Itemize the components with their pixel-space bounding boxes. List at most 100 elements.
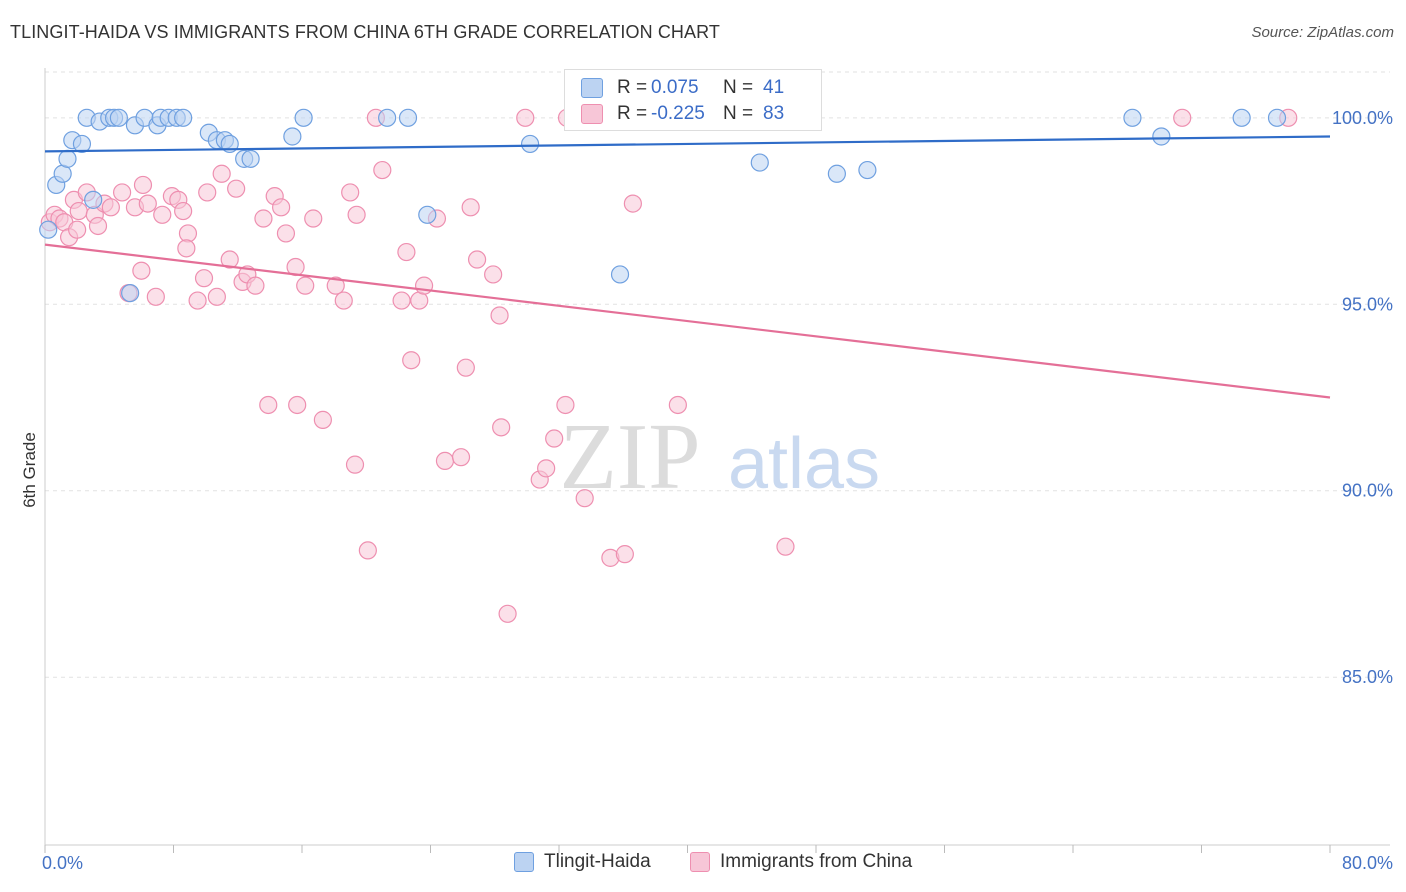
tlingit-haida-point [858,160,877,180]
x-tick-label: 0.0% [42,853,83,873]
tlingit-haida-point [520,134,540,154]
tlingit-haida-point [610,265,630,284]
tlingit-haida-point [827,164,846,183]
chart-title: TLINGIT-HAIDA VS IMMIGRANTS FROM CHINA 6… [10,22,721,42]
immigrants-from-china-point [153,205,172,224]
immigrants-from-china-point [101,198,120,217]
legend-swatch-pink [690,852,710,872]
immigrants-from-china-point [69,201,88,221]
legend-r-value: -0.225 [651,103,705,124]
immigrants-from-china-point [112,183,132,202]
immigrants-from-china-point [537,459,556,478]
immigrants-from-china-point [1173,108,1192,127]
immigrants-from-china-point [484,265,503,284]
immigrants-from-china-point [220,250,239,269]
immigrants-from-china-point [435,451,455,471]
tlingit-haida-point [398,108,418,127]
immigrants-from-china-point [177,239,196,258]
immigrants-from-china-point [776,537,795,556]
y-tick-label: 100.0% [1332,108,1393,128]
tlingit-haida-point [1123,108,1142,127]
immigrants-from-china-point [194,269,214,288]
immigrants-from-china-point [288,395,307,415]
tlingit-haida-point [174,108,193,127]
correlation-legend: R = 0.075 N = 41 R = -0.225 N = 83 [564,69,822,131]
immigrants-from-china-point [492,418,511,437]
immigrants-from-china-point [146,287,165,306]
legend-label-immigrants-from-china: Immigrants from China [720,851,913,872]
tlingit-haida-point [241,149,260,168]
immigrants-from-china-point [556,395,575,415]
immigrants-from-china-point [358,541,377,560]
legend-n-value: 83 [763,103,785,124]
immigrants-from-china-point [207,287,226,306]
immigrants-from-china-point [516,108,535,127]
tlingit-haida-point [109,108,128,127]
tlingit-haida-trend-line [44,135,1331,153]
immigrants-from-china-point [132,261,151,280]
immigrants-from-china-point [414,276,434,295]
immigrants-from-china-point [178,224,198,243]
legend-item-immigrants-from-china[interactable]: Immigrants from China [690,851,912,873]
tlingit-haida-point [84,190,103,209]
tlingit-haida-point [418,205,437,224]
legend-row-pink: R = -0.225 N = 83 [581,101,784,127]
series-immigrants-from-china [40,108,1298,623]
tlingit-haida-point [121,283,140,303]
tlingit-haida-point [39,220,58,239]
tick-labels: 85.0% 90.0% 95.0% 100.0% 0.0% 80.0% [42,108,1393,873]
series-tlingit-haida [39,108,1287,303]
legend-label-tlingit-haida: Tlingit-Haida [544,851,651,872]
y-tick-label: 85.0% [1342,667,1393,687]
immigrants-from-china-point [347,205,366,224]
tlingit-haida-point [1267,108,1287,127]
tlingit-haida-point [1152,127,1171,146]
tlingit-haida-point [283,127,302,146]
legend-r-label: R = [617,103,648,124]
immigrants-from-china-point [133,175,153,195]
legend-item-tlingit-haida[interactable]: Tlingit-Haida [514,851,651,873]
immigrants-from-china-point [304,209,323,228]
immigrants-from-china-point [259,395,278,415]
immigrants-from-china-point [276,224,296,243]
immigrants-from-china-point [373,160,392,180]
x-tick-label: 80.0% [1342,853,1393,873]
watermark: ZIP atlas [560,405,881,509]
immigrants-from-china-point [490,306,509,325]
legend-row-blue: R = 0.075 N = 41 [581,75,784,101]
immigrants-from-china-point [246,276,265,295]
legend-swatch-blue [514,852,534,872]
immigrants-from-china-point [296,276,315,295]
legend-n-label: N = [723,77,754,98]
immigrants-from-china-point [545,429,564,448]
immigrants-from-china-point [397,242,416,262]
immigrants-from-china-point [345,455,365,474]
watermark-atlas: atlas [728,424,880,504]
immigrants-from-china-point [272,198,291,217]
tlingit-haida-point [750,153,769,172]
legend-r-label: R = [617,77,648,98]
tlingit-haida-point [58,149,77,168]
immigrants-from-china-point [456,358,475,377]
immigrants-from-china-point [212,164,231,183]
tlingit-haida-point [72,134,92,154]
legend-swatch-pink [581,104,603,124]
immigrants-from-china-point [623,194,642,213]
immigrants-from-china-point [615,545,634,564]
immigrants-from-china-point [68,220,87,239]
immigrants-from-china-point [326,276,345,295]
immigrants-from-china-point [341,183,360,202]
y-tick-label: 90.0% [1342,481,1393,501]
immigrants-from-china-point [668,395,687,415]
tlingit-haida-point [294,108,313,127]
legend-swatch-blue [581,78,603,98]
immigrants-from-china-point [575,489,594,508]
y-axis-label: 6th Grade [20,432,39,508]
immigrants-from-china-point [467,250,487,269]
immigrants-from-china-point [88,216,108,236]
immigrants-from-china-trend-line [44,243,1331,399]
tlingit-haida-point [378,108,397,127]
y-tick-label: 95.0% [1342,294,1393,314]
legend-n-label: N = [723,103,754,124]
